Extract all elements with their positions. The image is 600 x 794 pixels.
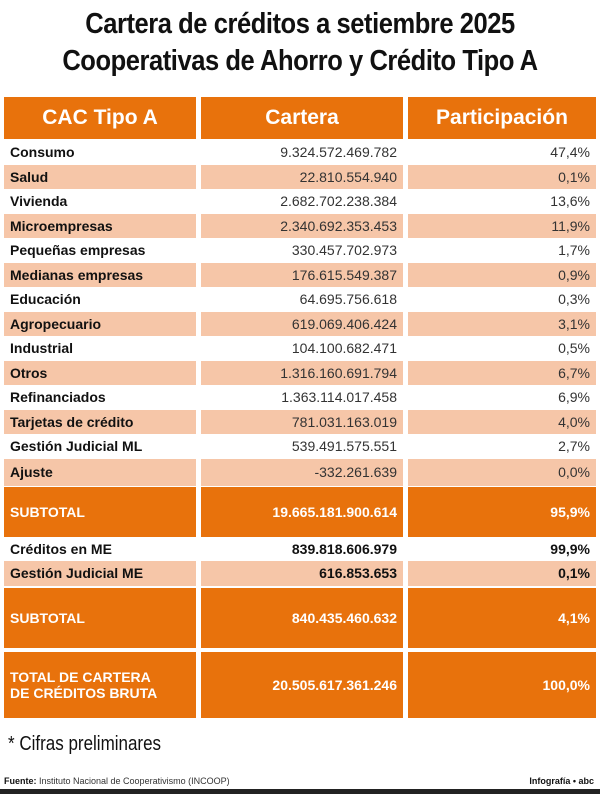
table-row: Refinanciados 1.363.114.017.458 6,9% <box>4 385 596 410</box>
label: Refinanciados <box>10 389 106 406</box>
header-cac: CAC Tipo A <box>4 97 196 139</box>
label: Agropecuario <box>4 311 196 336</box>
label: Pequeñas empresas <box>10 242 146 259</box>
participacion: 0,0% <box>408 458 596 486</box>
participacion: 4,0% <box>408 409 596 434</box>
table-row: Salud 22.810.554.940 0,1% <box>4 164 596 189</box>
label: SUBTOTAL <box>4 486 196 537</box>
label: Industrial <box>10 340 74 357</box>
label: TOTAL DE CARTERA DE CRÉDITOS BRUTA <box>4 651 196 718</box>
subtotal-me-row: SUBTOTAL 840.435.460.632 4,1% <box>4 587 596 648</box>
header-participacion: Participación <box>408 97 596 139</box>
credit-table: CAC Tipo A Cartera Participación Consumo… <box>4 97 596 718</box>
cartera: 840.435.460.632 <box>201 587 403 648</box>
label: Gestión Judicial ME <box>4 561 196 586</box>
cartera: 616.853.653 <box>201 561 403 586</box>
cartera: 539.491.575.551 <box>291 438 397 455</box>
footer-bar <box>0 789 600 794</box>
title-line-2: Cooperativas de Ahorro y Crédito Tipo A <box>62 45 538 77</box>
cartera: 619.069.406.424 <box>201 311 403 336</box>
table-row: Agropecuario 619.069.406.424 3,1% <box>4 311 596 336</box>
participacion: 3,1% <box>408 311 596 336</box>
table-row: Gestión Judicial ME 616.853.653 0,1% <box>4 561 596 586</box>
cartera: 176.615.549.387 <box>201 262 403 287</box>
participacion: 0,1% <box>408 561 596 586</box>
cartera: 19.665.181.900.614 <box>201 486 403 537</box>
label: Otros <box>4 360 196 385</box>
total-row: TOTAL DE CARTERA DE CRÉDITOS BRUTA 20.50… <box>4 651 596 718</box>
participacion: 100,0% <box>408 651 596 718</box>
label: Tarjetas de crédito <box>4 409 196 434</box>
label: SUBTOTAL <box>4 587 196 648</box>
participacion: 0,1% <box>408 164 596 189</box>
cartera: 839.818.606.979 <box>291 540 397 557</box>
participacion: 11,9% <box>408 213 596 238</box>
cartera: -332.261.639 <box>201 458 403 486</box>
table-row: Ajuste -332.261.639 0,0% <box>4 458 596 486</box>
table-row: Medianas empresas 176.615.549.387 0,9% <box>4 262 596 287</box>
title-line-1: Cartera de créditos a setiembre 2025 <box>85 8 515 40</box>
subtotal-ml-row: SUBTOTAL 19.665.181.900.614 95,9% <box>4 486 596 537</box>
cartera: 781.031.163.019 <box>201 409 403 434</box>
table-row: Tarjetas de crédito 781.031.163.019 4,0% <box>4 409 596 434</box>
participacion: 6,9% <box>558 389 590 406</box>
table-row: Vivienda 2.682.702.238.384 13,6% <box>4 189 596 214</box>
participacion: 2,7% <box>558 438 590 455</box>
label: Gestión Judicial ML <box>10 438 143 455</box>
label: Ajuste <box>4 458 196 486</box>
label: Consumo <box>10 144 75 161</box>
participacion: 47,4% <box>550 144 590 161</box>
participacion: 6,7% <box>408 360 596 385</box>
participacion: 4,1% <box>408 587 596 648</box>
source: Fuente: Instituto Nacional de Cooperativ… <box>4 776 230 786</box>
table-header: CAC Tipo A Cartera Participación <box>4 97 596 140</box>
label-line-1: TOTAL DE CARTERA <box>10 668 151 685</box>
label: Vivienda <box>10 193 68 210</box>
label: Microempresas <box>4 213 196 238</box>
table-row: Educación 64.695.756.618 0,3% <box>4 287 596 312</box>
cartera: 9.324.572.469.782 <box>280 144 397 161</box>
label: Créditos en ME <box>10 540 112 557</box>
table-row: Consumo 9.324.572.469.782 47,4% <box>4 140 596 165</box>
label: Medianas empresas <box>4 262 196 287</box>
header-cartera: Cartera <box>201 97 403 139</box>
participacion: 1,7% <box>558 242 590 259</box>
table-row: Otros 1.316.160.691.794 6,7% <box>4 360 596 385</box>
cartera: 1.316.160.691.794 <box>201 360 403 385</box>
participacion: 13,6% <box>550 193 590 210</box>
credit-logo: Infografía • abc <box>529 776 594 786</box>
note: * Cifras preliminares <box>8 733 162 755</box>
label: Educación <box>10 291 81 308</box>
cartera: 1.363.114.017.458 <box>281 389 397 406</box>
source-text: Instituto Nacional de Cooperativismo (IN… <box>36 776 230 786</box>
label: Salud <box>4 164 196 189</box>
label-line-2: DE CRÉDITOS BRUTA <box>10 684 158 701</box>
cartera: 104.100.682.471 <box>291 340 397 357</box>
participacion: 0,9% <box>408 262 596 287</box>
table-row: Gestión Judicial ML 539.491.575.551 2,7% <box>4 434 596 459</box>
participacion: 0,3% <box>558 291 590 308</box>
page-title: Cartera de créditos a setiembre 2025 Coo… <box>36 6 564 80</box>
cartera: 22.810.554.940 <box>201 164 403 189</box>
table-row: Industrial 104.100.682.471 0,5% <box>4 336 596 361</box>
cartera: 64.695.756.618 <box>299 291 397 308</box>
source-label: Fuente: <box>4 776 37 786</box>
cartera: 2.682.702.238.384 <box>280 193 397 210</box>
table-row: Microempresas 2.340.692.353.453 11,9% <box>4 213 596 238</box>
cartera: 330.457.702.973 <box>291 242 397 259</box>
cartera: 2.340.692.353.453 <box>201 213 403 238</box>
participacion: 95,9% <box>408 486 596 537</box>
participacion: 0,5% <box>558 340 590 357</box>
table-row: Pequeñas empresas 330.457.702.973 1,7% <box>4 238 596 263</box>
participacion: 99,9% <box>550 540 590 557</box>
table-row: Créditos en ME 839.818.606.979 99,9% <box>4 537 596 562</box>
cartera: 20.505.617.361.246 <box>201 651 403 718</box>
